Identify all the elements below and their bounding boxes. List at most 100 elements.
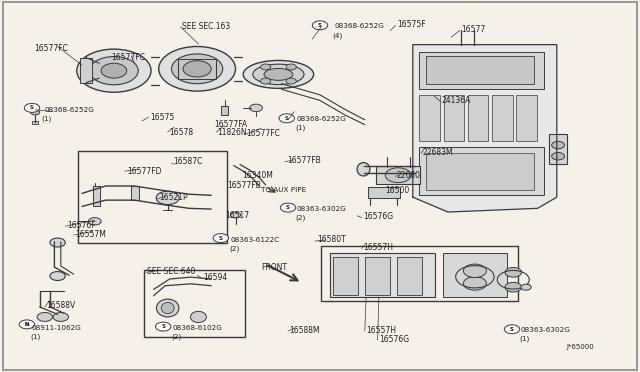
Bar — [144, 270, 245, 337]
Circle shape — [286, 78, 296, 84]
Circle shape — [463, 277, 486, 290]
Bar — [549, 134, 567, 164]
Bar — [32, 121, 38, 124]
Ellipse shape — [264, 68, 292, 80]
Text: S: S — [285, 116, 289, 121]
Text: (1): (1) — [296, 124, 306, 131]
Text: 16577FD: 16577FD — [127, 167, 161, 176]
Text: 16577FC: 16577FC — [111, 53, 145, 62]
Bar — [426, 153, 534, 190]
Bar — [221, 106, 228, 115]
Text: 16577: 16577 — [461, 25, 485, 34]
Circle shape — [101, 63, 127, 78]
Circle shape — [53, 312, 68, 321]
Text: 16588M: 16588M — [289, 326, 320, 335]
Circle shape — [50, 272, 65, 280]
Circle shape — [37, 312, 52, 321]
Bar — [419, 147, 544, 195]
Bar — [365, 257, 390, 295]
Text: (2): (2) — [229, 245, 239, 252]
Circle shape — [213, 234, 228, 243]
Bar — [376, 166, 420, 184]
Bar — [516, 95, 537, 141]
Circle shape — [230, 212, 241, 218]
Text: 22680: 22680 — [397, 171, 421, 180]
Circle shape — [156, 191, 179, 205]
Text: S: S — [318, 23, 322, 28]
Text: 16577FC: 16577FC — [35, 44, 68, 53]
Text: N: N — [24, 322, 29, 327]
Text: (1): (1) — [31, 333, 41, 340]
Text: 16575: 16575 — [150, 113, 175, 122]
Circle shape — [31, 110, 40, 115]
Text: 16576G: 16576G — [379, 335, 409, 344]
Bar — [330, 253, 435, 297]
Text: 16580T: 16580T — [317, 235, 346, 244]
Text: 16577FB: 16577FB — [287, 156, 321, 165]
Text: 16576G: 16576G — [364, 212, 394, 221]
Text: 11826N: 11826N — [218, 128, 247, 137]
Text: 24136A: 24136A — [442, 96, 471, 105]
Circle shape — [312, 21, 328, 30]
Circle shape — [159, 46, 236, 91]
Bar — [333, 257, 358, 295]
Text: 16557H: 16557H — [364, 243, 394, 252]
Text: 08363-6302G: 08363-6302G — [521, 327, 571, 333]
Text: 16588V: 16588V — [46, 301, 76, 310]
Text: SEE SEC.640: SEE SEC.640 — [147, 267, 196, 276]
Circle shape — [286, 64, 296, 70]
Text: 08363-6122C: 08363-6122C — [230, 237, 280, 243]
Bar — [397, 257, 422, 295]
Text: J*65000: J*65000 — [566, 344, 594, 350]
Text: 08911-1062G: 08911-1062G — [32, 325, 82, 331]
Text: 08363-6302G: 08363-6302G — [297, 206, 347, 212]
Text: 16594: 16594 — [204, 273, 228, 282]
Circle shape — [463, 264, 486, 278]
Bar — [468, 95, 488, 141]
Text: 16521P: 16521P — [159, 193, 188, 202]
Bar — [80, 58, 92, 83]
Ellipse shape — [157, 299, 179, 317]
Bar — [93, 186, 100, 206]
Bar — [368, 187, 400, 198]
Text: 08368-6102G: 08368-6102G — [173, 325, 223, 331]
Circle shape — [260, 78, 271, 84]
Circle shape — [172, 54, 223, 84]
Bar — [78, 151, 227, 243]
Text: (4): (4) — [333, 32, 343, 39]
Circle shape — [260, 64, 271, 70]
Circle shape — [156, 322, 171, 331]
Ellipse shape — [253, 64, 304, 84]
Ellipse shape — [161, 302, 174, 314]
Bar — [321, 246, 518, 301]
Text: 16557M: 16557M — [76, 230, 106, 239]
Circle shape — [385, 168, 411, 183]
Circle shape — [505, 267, 522, 277]
Text: (2): (2) — [296, 214, 306, 221]
Text: 08368-6252G: 08368-6252G — [297, 116, 347, 122]
Text: S: S — [219, 235, 223, 241]
Circle shape — [20, 321, 33, 328]
Text: 08368-6252G: 08368-6252G — [45, 107, 95, 113]
Text: 16340M: 16340M — [242, 171, 273, 180]
Text: 16577FB: 16577FB — [227, 182, 261, 190]
Circle shape — [77, 49, 151, 92]
Circle shape — [90, 57, 138, 85]
Circle shape — [504, 325, 520, 334]
Text: N: N — [24, 322, 29, 327]
Text: 16517: 16517 — [225, 211, 250, 219]
Ellipse shape — [191, 311, 206, 323]
Circle shape — [505, 282, 522, 292]
Circle shape — [183, 61, 211, 77]
Bar — [131, 186, 139, 200]
Bar — [426, 56, 534, 84]
Ellipse shape — [357, 163, 370, 176]
Ellipse shape — [243, 60, 314, 88]
Text: 16577FA: 16577FA — [214, 120, 248, 129]
Text: TO AUX PIPE: TO AUX PIPE — [261, 187, 307, 193]
Text: FRONT: FRONT — [261, 263, 287, 272]
Bar — [419, 52, 544, 89]
Text: (2): (2) — [172, 333, 182, 340]
Text: 16575F: 16575F — [397, 20, 426, 29]
Polygon shape — [413, 45, 557, 212]
